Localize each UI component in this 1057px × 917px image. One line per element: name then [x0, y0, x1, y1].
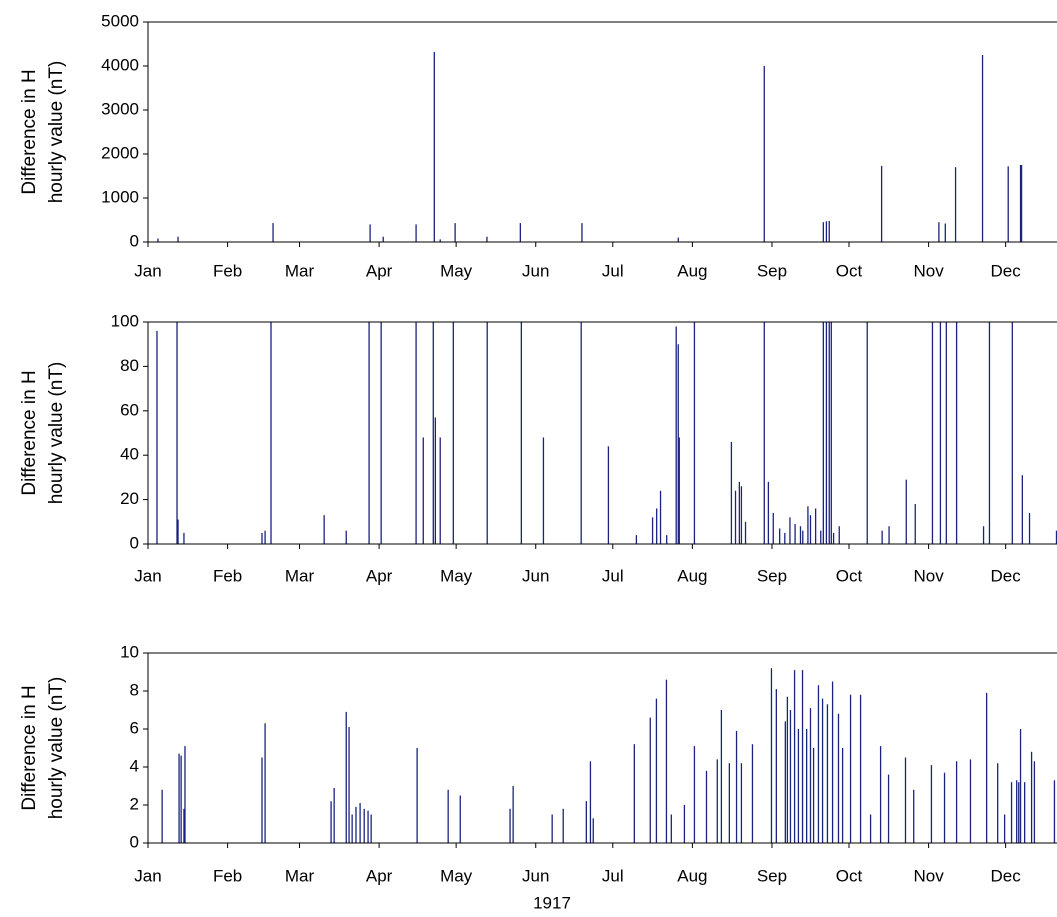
x-tick-label: May — [440, 566, 473, 585]
y-tick-label: 2000 — [101, 143, 139, 162]
y-tick-label: 0 — [130, 832, 139, 851]
y-tick-label: 8 — [130, 680, 139, 699]
y-tick-label: 80 — [120, 356, 139, 375]
y-axis-label: hourly value (nT) — [46, 362, 67, 505]
x-tick-label: Dec — [991, 566, 1022, 585]
y-axis-label: Difference in H — [19, 685, 40, 810]
x-tick-label: Nov — [913, 866, 944, 885]
x-tick-label: Apr — [366, 261, 393, 280]
y-tick-label: 4000 — [101, 55, 139, 74]
x-tick-label: Dec — [991, 261, 1022, 280]
x-tick-label: Sep — [757, 866, 787, 885]
x-tick-label: May — [440, 866, 473, 885]
x-tick-label: Jul — [602, 261, 624, 280]
y-axis-label: hourly value (nT) — [46, 61, 67, 204]
x-tick-label: Apr — [366, 566, 393, 585]
x-tick-label: Dec — [991, 866, 1022, 885]
x-tick-label: Jul — [602, 566, 624, 585]
plot — [157, 51, 1023, 242]
x-tick-label: Feb — [213, 566, 242, 585]
y-tick-label: 100 — [111, 311, 139, 330]
x-tick-label: Sep — [757, 261, 787, 280]
y-tick-label: 0 — [130, 533, 139, 552]
x-tick-label: Nov — [913, 261, 944, 280]
x-tick-label: Jan — [134, 866, 161, 885]
y-tick-label: 6 — [130, 718, 139, 737]
y-tick-label: 0 — [130, 231, 139, 250]
x-tick-label: Jun — [522, 261, 549, 280]
x-tick-label: Nov — [913, 566, 944, 585]
y-tick-label: 20 — [120, 489, 139, 508]
x-tick-label: Jun — [522, 866, 549, 885]
x-tick-label: Jan — [134, 566, 161, 585]
plot — [161, 668, 1056, 843]
x-tick-label: Feb — [213, 866, 242, 885]
y-tick-label: 2 — [130, 794, 139, 813]
y-axis-label: hourly value (nT) — [46, 677, 67, 820]
x-tick-label: Jan — [134, 261, 161, 280]
y-tick-label: 5000 — [101, 11, 139, 30]
y-tick-label: 1000 — [101, 187, 139, 206]
x-tick-label: Oct — [836, 566, 863, 585]
x-tick-label: May — [440, 261, 473, 280]
x-tick-label: Mar — [285, 566, 315, 585]
x-tick-label: Feb — [213, 261, 242, 280]
x-tick-label: Mar — [285, 866, 315, 885]
y-axis-label: Difference in H — [19, 69, 40, 194]
x-tick-label: Aug — [677, 566, 707, 585]
x-tick-label: Aug — [677, 866, 707, 885]
x-tick-label: Sep — [757, 566, 787, 585]
y-tick-label: 40 — [120, 445, 139, 464]
x-tick-label: Oct — [836, 866, 863, 885]
y-tick-label: 4 — [130, 756, 139, 775]
x-tick-label: Jul — [602, 866, 624, 885]
y-tick-label: 60 — [120, 400, 139, 419]
x-tick-label: Oct — [836, 261, 863, 280]
y-tick-label: 10 — [120, 642, 139, 661]
x-axis-label: 1917 — [533, 893, 571, 912]
x-tick-label: Apr — [366, 866, 393, 885]
y-axis-label: Difference in H — [19, 370, 40, 495]
x-tick-label: Aug — [677, 261, 707, 280]
x-tick-label: Jun — [522, 566, 549, 585]
x-tick-label: Mar — [285, 261, 315, 280]
y-tick-label: 3000 — [101, 99, 139, 118]
